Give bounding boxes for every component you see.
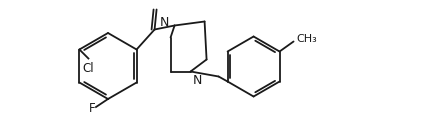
Text: Cl: Cl — [83, 63, 94, 75]
Text: N: N — [160, 16, 170, 29]
Text: N: N — [193, 75, 202, 87]
Text: O: O — [153, 0, 162, 2]
Text: F: F — [88, 103, 95, 116]
Text: CH₃: CH₃ — [296, 34, 317, 44]
